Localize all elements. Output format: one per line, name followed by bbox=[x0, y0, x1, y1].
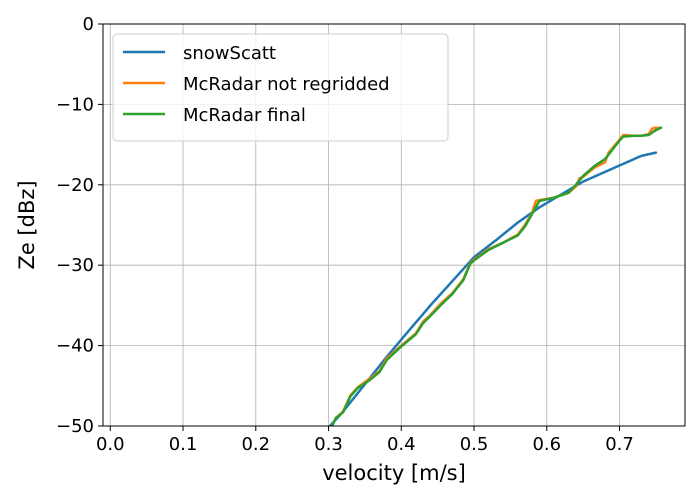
x-tick-label: 0.5 bbox=[460, 434, 489, 455]
x-tick-label: 0.3 bbox=[314, 434, 343, 455]
y-axis-label: Ze [dBz] bbox=[15, 180, 39, 269]
legend-label: McRadar not regridded bbox=[183, 74, 390, 95]
x-tick-label: 0.0 bbox=[96, 434, 125, 455]
x-tick-label: 0.7 bbox=[605, 434, 634, 455]
x-tick-label: 0.4 bbox=[387, 434, 416, 455]
y-tick-label: −50 bbox=[56, 416, 94, 437]
legend: snowScatt McRadar not regridded McRadar fi… bbox=[112, 33, 449, 142]
y-tick-label: −20 bbox=[56, 175, 94, 196]
y-tick-label: −10 bbox=[56, 94, 94, 115]
series-lines bbox=[328, 126, 663, 426]
x-ticks: 0.0 0.1 0.2 0.3 0.4 0.5 0.6 0.7 bbox=[96, 426, 634, 455]
x-tick-label: 0.2 bbox=[241, 434, 270, 455]
y-tick-label: −40 bbox=[56, 336, 94, 357]
axes bbox=[102, 23, 686, 427]
y-tick-label: −30 bbox=[56, 255, 94, 276]
x-tick-label: 0.1 bbox=[169, 434, 198, 455]
series-line-mcradar-not-regridded bbox=[334, 126, 661, 420]
legend-label: McRadar final bbox=[183, 105, 306, 126]
x-tick-label: 0.6 bbox=[532, 434, 561, 455]
y-ticks: −50 −40 −30 −20 −10 0 bbox=[56, 14, 103, 437]
plot-frame bbox=[102, 23, 686, 427]
series-line-snowscatt bbox=[328, 151, 658, 426]
y-tick-label: 0 bbox=[83, 14, 94, 35]
x-axis-label: velocity [m/s] bbox=[322, 461, 466, 485]
legend-box bbox=[112, 33, 449, 142]
legend-label: snowScatt bbox=[183, 43, 276, 64]
series-line-mcradar-final bbox=[330, 126, 663, 426]
